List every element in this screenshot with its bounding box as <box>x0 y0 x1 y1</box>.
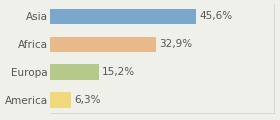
Text: 32,9%: 32,9% <box>159 39 192 49</box>
Text: 45,6%: 45,6% <box>200 11 233 21</box>
Bar <box>50 92 71 108</box>
Bar <box>50 64 99 80</box>
Text: 15,2%: 15,2% <box>102 67 135 77</box>
Bar <box>50 36 156 52</box>
Text: 6,3%: 6,3% <box>74 95 100 105</box>
Bar <box>50 9 196 24</box>
